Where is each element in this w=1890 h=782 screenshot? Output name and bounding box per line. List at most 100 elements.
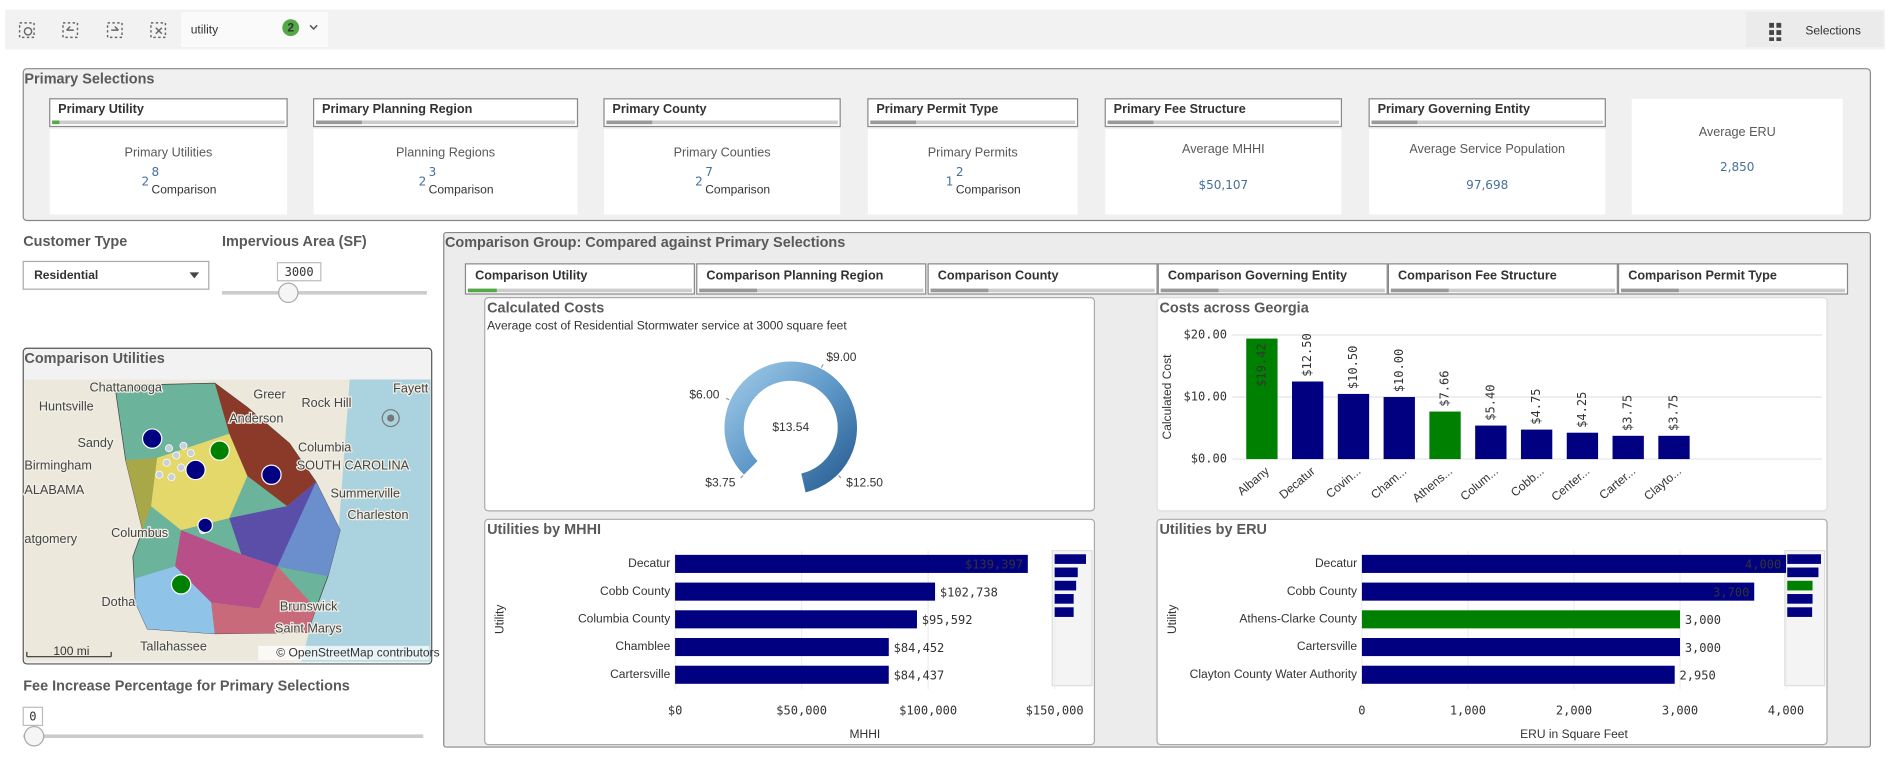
map-label: Brunswick — [280, 600, 338, 614]
value-label: 3,700 — [1713, 585, 1749, 599]
x-tick-label: 3,000 — [1662, 703, 1698, 717]
kpi-label: Average MHHI — [1182, 142, 1265, 156]
badge-count: 2 — [287, 21, 294, 35]
mini-bar — [1054, 594, 1074, 604]
y-tick-label: Decatur — [628, 556, 670, 570]
filter-title: Comparison Utility — [475, 268, 587, 282]
value-label: 3,000 — [1685, 613, 1721, 627]
value-label: $12.50 — [1300, 333, 1314, 376]
value-label: $7.66 — [1438, 371, 1452, 407]
filter-title: Comparison County — [938, 268, 1059, 282]
mini-bar — [1787, 607, 1813, 617]
mini-bar — [1054, 607, 1074, 617]
map-label: Dotha — [102, 595, 137, 609]
customer-type-dropdown[interactable] — [22, 260, 210, 290]
value-label: $3.75 — [1666, 395, 1680, 431]
filter-title: Comparison Governing Entity — [1168, 268, 1347, 282]
x-tick-label: $150,000 — [1026, 703, 1084, 717]
filter-title: Primary Permit Type — [876, 102, 998, 116]
value-label: $19.42 — [1254, 343, 1268, 386]
gauge-tick — [820, 364, 824, 368]
value-label: $10.50 — [1346, 346, 1360, 389]
x-tick-label: 2,000 — [1556, 703, 1592, 717]
bar — [1361, 554, 1787, 573]
bar — [1361, 582, 1755, 601]
value-label: $139,397 — [965, 558, 1023, 572]
gauge-tick — [725, 397, 730, 401]
fee-slider-thumb[interactable] — [23, 725, 45, 747]
mini-bar — [1787, 594, 1813, 604]
map-attribution: © OpenStreetMap contributors — [276, 645, 439, 659]
value-label: $4.25 — [1575, 392, 1589, 428]
kpi-note: Comparison — [429, 183, 494, 197]
panel-title: Primary Selections — [24, 71, 154, 87]
kpi-label: Planning Regions — [396, 145, 495, 159]
eru-card — [1156, 518, 1828, 746]
y-tick-label: Cartersville — [1297, 639, 1357, 653]
bar — [1246, 338, 1278, 460]
search-text: utility — [191, 22, 218, 36]
filter-title: Primary Planning Region — [322, 102, 472, 116]
map[interactable] — [24, 379, 434, 662]
kpi-value: $50,107 — [1198, 178, 1248, 192]
mini-bar — [1787, 554, 1821, 564]
y-tick-label: $0.00 — [1191, 452, 1227, 466]
filter-title: Comparison Permit Type — [1628, 268, 1777, 282]
y-tick-label: Cobb County — [600, 584, 670, 598]
value-label: $84,437 — [894, 668, 945, 682]
filter-title: Primary Utility — [58, 102, 144, 116]
value-label: $3.75 — [1621, 395, 1635, 431]
control-title: Impervious Area (SF) — [222, 234, 367, 250]
gauge-tick — [838, 475, 842, 479]
toolbar-icons[interactable] — [18, 22, 167, 39]
x-tick-label: $50,000 — [776, 703, 827, 717]
filter-title: Primary Fee Structure — [1114, 102, 1246, 116]
map-label: Columbus — [111, 526, 168, 540]
chart-title: Calculated Costs — [487, 300, 604, 316]
kpi-label: Primary Utilities — [125, 145, 213, 159]
value-label: $84,452 — [894, 641, 945, 655]
x-axis-label: MHHI — [849, 727, 880, 741]
kpi-card — [49, 128, 288, 215]
map-label: ALABAMA — [24, 483, 84, 497]
selections-button[interactable] — [1746, 12, 1884, 47]
x-tick-label: $0 — [668, 703, 682, 717]
filter-title: Comparison Planning Region — [706, 268, 883, 282]
y-tick-label: Decatur — [1315, 556, 1357, 570]
selection-chip[interactable] — [181, 12, 329, 47]
map-label: Fayett — [393, 382, 429, 396]
x-tick-label: 4,000 — [1768, 703, 1804, 717]
bar — [1361, 638, 1681, 657]
slider-thumb[interactable] — [278, 282, 299, 304]
dropdown-value: Residential — [34, 268, 98, 282]
kpi-sup: 8 — [152, 165, 160, 179]
selections-icon — [1769, 22, 1782, 41]
gauge-value — [724, 361, 858, 493]
gauge-tick-label: $3.75 — [705, 475, 735, 489]
kpi-card — [604, 128, 841, 215]
bar — [675, 638, 889, 657]
mhhi-card — [484, 518, 1096, 746]
x-tick-label: 1,000 — [1450, 703, 1486, 717]
value-label: $5.40 — [1483, 385, 1497, 421]
kpi-card — [1105, 128, 1342, 215]
value-label: $95,592 — [922, 613, 973, 627]
map-label: Tallahassee — [140, 639, 207, 653]
kpi-value: 2,850 — [1720, 160, 1754, 174]
bar — [675, 582, 936, 601]
y-axis-label: Utility — [493, 605, 507, 634]
control-title: Customer Type — [23, 234, 127, 250]
chevron — [309, 24, 318, 30]
kpi-sup: 7 — [705, 165, 713, 179]
filter-title: Primary Governing Entity — [1378, 102, 1530, 116]
kpi-label: Primary Permits — [928, 145, 1018, 159]
mini-bar — [1787, 567, 1819, 578]
x-axis-label: ERU in Square Feet — [1520, 727, 1628, 741]
map-label: Birmingham — [24, 459, 91, 473]
mini-bar — [1054, 554, 1087, 564]
map-label: Sandy — [77, 436, 114, 450]
bar — [1292, 381, 1324, 460]
bar — [1361, 610, 1681, 629]
